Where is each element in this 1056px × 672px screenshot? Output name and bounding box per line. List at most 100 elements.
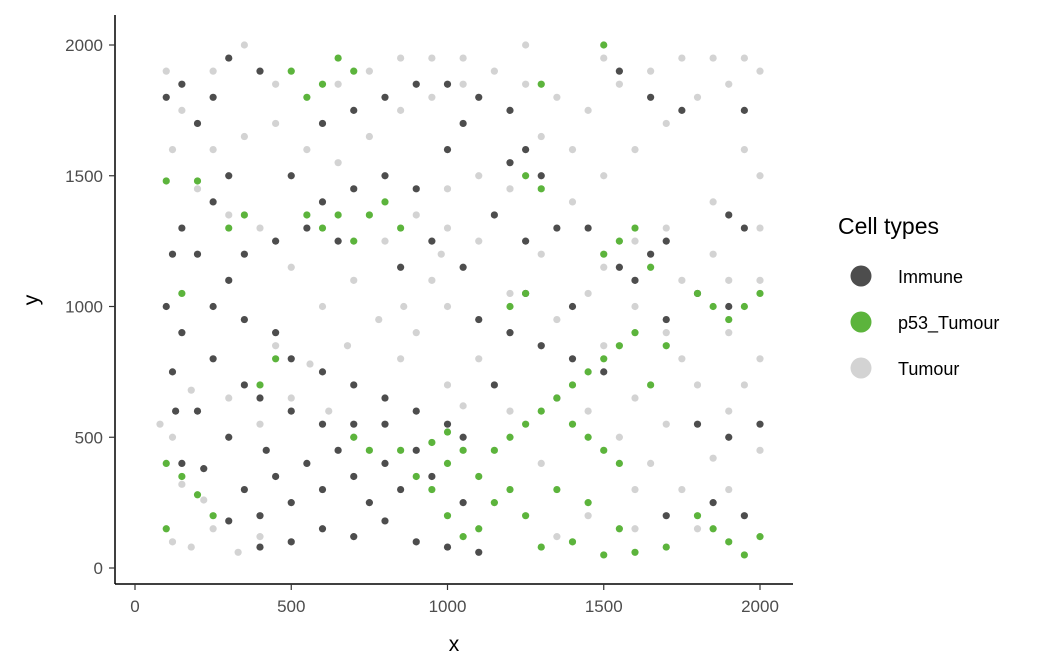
data-point xyxy=(662,342,670,350)
data-point xyxy=(647,381,655,389)
data-point xyxy=(193,407,202,415)
data-point xyxy=(334,211,342,219)
data-point xyxy=(709,525,717,533)
data-point xyxy=(709,302,717,311)
data-point xyxy=(522,146,530,154)
data-point xyxy=(725,407,733,415)
data-point xyxy=(178,224,186,232)
data-point xyxy=(412,472,420,481)
x-tick-label: 2000 xyxy=(741,597,779,616)
data-point xyxy=(631,525,639,533)
data-point xyxy=(568,381,577,389)
data-point xyxy=(740,146,748,154)
data-point xyxy=(350,472,358,481)
data-point xyxy=(459,446,467,454)
data-point xyxy=(693,512,702,520)
data-point xyxy=(725,433,733,441)
data-point xyxy=(600,551,608,559)
data-point xyxy=(459,402,467,410)
data-point xyxy=(318,198,327,206)
data-point xyxy=(553,93,561,101)
data-point xyxy=(631,329,639,337)
data-point xyxy=(600,41,608,49)
data-point xyxy=(725,276,733,284)
data-point xyxy=(537,172,545,180)
data-point xyxy=(168,433,177,441)
data-point xyxy=(506,289,514,298)
data-point xyxy=(381,459,389,467)
data-point xyxy=(287,67,295,75)
data-point xyxy=(375,315,383,324)
data-point xyxy=(537,543,545,551)
data-point xyxy=(678,276,686,284)
data-point xyxy=(537,342,545,350)
data-point xyxy=(693,289,702,298)
data-point xyxy=(200,496,208,504)
legend-key xyxy=(850,311,872,333)
data-point xyxy=(365,132,373,141)
ticks-layer: 0 500 1000 1500 2000 0 500 1000 1500 2000 xyxy=(65,36,779,616)
data-point xyxy=(756,276,764,284)
data-point xyxy=(537,459,545,467)
data-point xyxy=(756,224,764,232)
data-point xyxy=(381,172,389,180)
data-point xyxy=(428,237,436,245)
data-point xyxy=(740,224,748,232)
data-point xyxy=(756,355,764,363)
data-point xyxy=(475,525,483,533)
data-point xyxy=(615,459,623,467)
data-point xyxy=(600,446,608,454)
data-point xyxy=(568,420,577,428)
data-point xyxy=(303,224,311,232)
data-point xyxy=(365,211,373,219)
data-point xyxy=(443,428,452,436)
data-point xyxy=(272,329,280,337)
data-point xyxy=(256,533,264,541)
data-point xyxy=(334,237,342,245)
data-point xyxy=(397,446,405,454)
data-point xyxy=(662,329,670,337)
data-point xyxy=(381,394,389,402)
data-point xyxy=(740,106,748,114)
data-point xyxy=(678,54,686,62)
data-point xyxy=(381,93,389,101)
data-point xyxy=(615,525,623,533)
data-point xyxy=(412,407,420,415)
data-point xyxy=(506,407,514,415)
legend-title: Cell types xyxy=(838,213,939,239)
data-point xyxy=(178,459,186,467)
data-point xyxy=(272,472,280,481)
data-point xyxy=(600,172,608,180)
data-point xyxy=(600,368,608,376)
data-point xyxy=(287,355,295,363)
data-point xyxy=(162,459,170,467)
data-point xyxy=(381,420,389,428)
data-point xyxy=(412,185,420,193)
data-point xyxy=(709,198,717,206)
data-point xyxy=(334,80,342,88)
data-point xyxy=(193,491,202,499)
data-point xyxy=(272,342,280,350)
data-point xyxy=(490,446,498,454)
data-point xyxy=(475,548,483,556)
data-point xyxy=(443,302,452,311)
data-point xyxy=(209,198,217,206)
data-point xyxy=(662,512,670,520)
data-point xyxy=(193,119,202,128)
data-point xyxy=(428,485,436,494)
data-point xyxy=(306,360,314,368)
data-point xyxy=(522,512,530,520)
data-point xyxy=(318,525,327,533)
data-point xyxy=(756,289,764,298)
data-point xyxy=(272,119,280,128)
data-point xyxy=(209,355,217,363)
data-point xyxy=(459,119,467,128)
data-point xyxy=(209,512,217,520)
data-point xyxy=(350,276,358,284)
data-point xyxy=(584,407,592,415)
data-point xyxy=(168,146,177,154)
data-point xyxy=(318,368,327,376)
data-point xyxy=(187,386,195,394)
data-point xyxy=(240,132,248,141)
data-point xyxy=(537,185,545,193)
